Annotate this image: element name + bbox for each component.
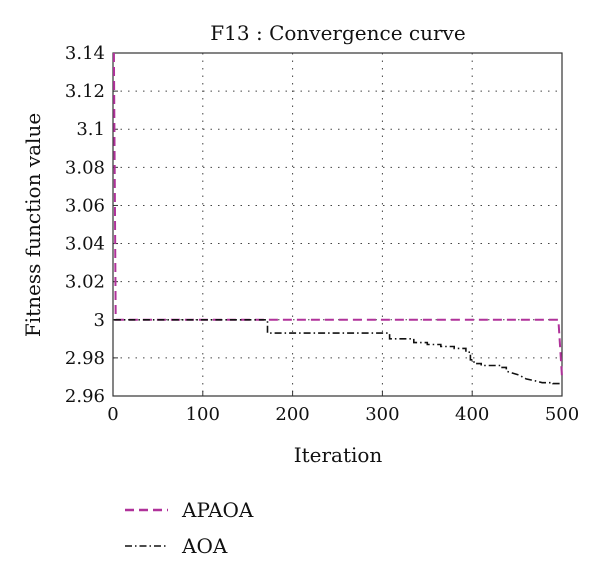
y-tick-label: 2.96	[65, 386, 105, 407]
x-tick-label: 400	[455, 404, 489, 425]
x-axis-label: Iteration	[294, 443, 383, 467]
y-tick-label: 3.14	[65, 43, 105, 64]
axis-ticks: 0 100 200 300 400 500 2.96 2.98 3 3.02 3.04 3.06 3.0…	[65, 43, 579, 425]
y-tick-label: 3.06	[65, 195, 105, 216]
series-line-aoa	[113, 318, 562, 385]
legend: APAOA AOA	[125, 498, 254, 558]
y-tick-label: 3.12	[65, 81, 105, 102]
y-tick-label: 3.1	[76, 119, 105, 140]
x-tick-label: 200	[275, 404, 309, 425]
y-tick-label: 2.98	[65, 348, 105, 369]
x-tick-label: 0	[107, 404, 118, 425]
legend-label-aoa: AOA	[181, 534, 228, 558]
grid-lines	[113, 53, 562, 396]
y-tick-label: 3.02	[65, 272, 105, 293]
x-tick-label: 500	[545, 404, 579, 425]
y-tick-label: 3.04	[65, 234, 105, 255]
series-line-apaoa	[112, 52, 563, 377]
series-lines	[112, 52, 563, 385]
chart-title: F13 : Convergence curve	[210, 21, 465, 45]
legend-label-apaoa: APAOA	[181, 498, 254, 522]
y-axis-label: Fitness function value	[21, 113, 45, 337]
plot-frame	[112, 52, 563, 397]
y-tick-label: 3	[94, 310, 105, 331]
x-tick-label: 100	[186, 404, 220, 425]
y-tick-label: 3.08	[65, 157, 105, 178]
x-tick-label: 300	[365, 404, 399, 425]
